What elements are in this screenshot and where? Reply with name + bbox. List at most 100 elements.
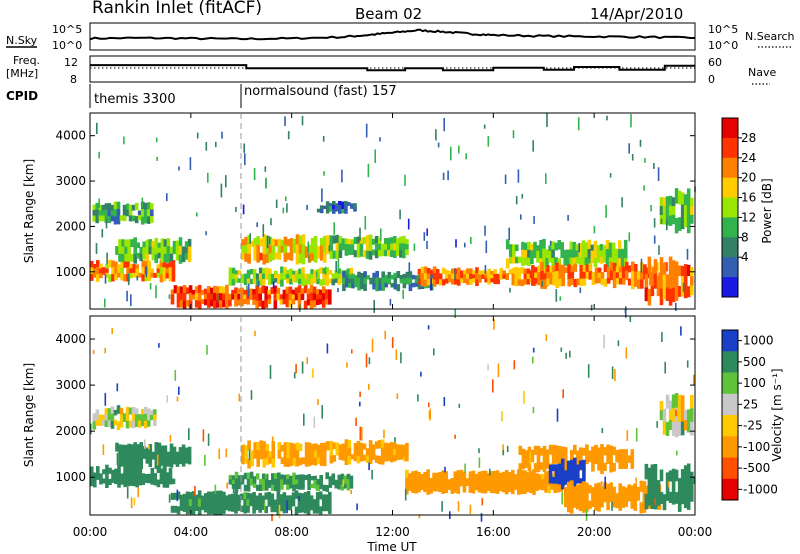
- velocity-cell: [148, 445, 150, 450]
- power-cell: [291, 289, 296, 295]
- velocity-cell: [355, 417, 357, 426]
- power-cell: [332, 205, 336, 210]
- power-cell: [298, 244, 303, 255]
- velocity-cell: [368, 448, 373, 457]
- velocity-cell: [538, 484, 542, 490]
- velocity-cell: [292, 484, 296, 492]
- velocity-cell: [517, 477, 521, 487]
- velocity-cell: [359, 442, 364, 450]
- power-cell: [548, 245, 552, 252]
- power-cell: [261, 273, 266, 280]
- power-cell: [136, 275, 139, 281]
- power-cell: [280, 239, 285, 247]
- power-cell: [264, 293, 268, 301]
- velocity-cell: [173, 492, 178, 500]
- power-cell: [408, 277, 413, 285]
- velocity-cell: [489, 478, 494, 486]
- velocity-cell: [116, 453, 119, 466]
- velocity-cell: [603, 447, 607, 456]
- power-cell: [585, 271, 590, 280]
- power-cell: [371, 249, 376, 256]
- velocity-cell: [414, 470, 418, 479]
- power-cell: [628, 232, 631, 242]
- velocity-cell: [566, 501, 571, 513]
- power-cell: [277, 238, 282, 247]
- velocity-cell: [668, 470, 673, 482]
- velocity-cell: [683, 420, 688, 431]
- power-cell: [671, 206, 676, 216]
- velocity-cell: [150, 410, 154, 416]
- velocity-cell: [307, 450, 312, 459]
- power-cell: [662, 197, 667, 207]
- velocity-cell: [468, 485, 473, 493]
- power-cell: [284, 116, 286, 126]
- velocity-cell: [665, 472, 670, 483]
- power-cell: [283, 273, 287, 280]
- power-cell: [338, 243, 343, 251]
- power-cell: [337, 258, 340, 273]
- velocity-cell: [680, 421, 685, 436]
- power-cell: [133, 254, 137, 264]
- velocity-cell: [588, 450, 592, 457]
- power-cell: [557, 258, 561, 268]
- velocity-cell: [165, 466, 167, 473]
- velocity-cell: [579, 483, 583, 493]
- velocity-cell: [368, 383, 370, 390]
- velocity-cell: [368, 455, 373, 465]
- colorbar-swatch: [722, 157, 738, 179]
- power-cell: [221, 131, 223, 139]
- velocity-cell: [680, 469, 685, 482]
- power-cell: [426, 240, 428, 249]
- velocity-cell: [624, 462, 628, 469]
- velocity-cell: [228, 474, 233, 480]
- power-cell: [520, 214, 522, 220]
- power-cell: [653, 259, 658, 275]
- power-cell: [277, 278, 281, 284]
- power-cell: [375, 284, 379, 292]
- power-cell: [526, 268, 531, 275]
- velocity-cell: [642, 502, 647, 513]
- velocity-cell: [611, 366, 614, 380]
- velocity-cell: [560, 347, 563, 352]
- velocity-cell: [432, 484, 436, 492]
- velocity-cell: [576, 464, 580, 472]
- power-cell: [265, 177, 267, 189]
- power-cell: [587, 249, 592, 259]
- velocity-cell: [259, 440, 263, 451]
- power-cell: [575, 244, 580, 251]
- power-cell: [313, 274, 317, 279]
- velocity-cell: [99, 473, 103, 480]
- power-cell: [650, 285, 655, 297]
- velocity-cell: [159, 473, 164, 480]
- velocity-cell: [228, 499, 232, 506]
- velocity-cell: [259, 449, 263, 460]
- power-cell: [309, 292, 314, 302]
- power-cell: [141, 197, 144, 209]
- velocity-cell: [111, 474, 115, 479]
- velocity-cell: [686, 420, 691, 433]
- velocity-cell: [594, 483, 598, 493]
- velocity-cell: [101, 420, 106, 426]
- power-cell: [101, 215, 106, 222]
- velocity-cell: [368, 357, 371, 365]
- power-cell: [686, 248, 689, 260]
- velocity-cell: [471, 478, 476, 486]
- power-cell: [132, 268, 136, 274]
- power-cell: [116, 201, 121, 210]
- velocity-cell: [438, 485, 442, 493]
- velocity-cell: [202, 429, 205, 442]
- velocity-cell: [194, 499, 199, 506]
- velocity-cell: [258, 505, 262, 513]
- power-cell: [126, 267, 130, 275]
- power-cell: [677, 265, 682, 277]
- power-cell: [142, 241, 146, 248]
- power-cell: [533, 216, 535, 224]
- velocity-cell: [328, 480, 333, 485]
- power-cell: [417, 283, 422, 290]
- power-cell: [196, 132, 199, 139]
- power-cell: [375, 270, 379, 278]
- power-cell: [414, 275, 419, 280]
- power-cell: [272, 281, 275, 289]
- velocity-cell: [117, 479, 121, 488]
- velocity-cell: [664, 361, 666, 374]
